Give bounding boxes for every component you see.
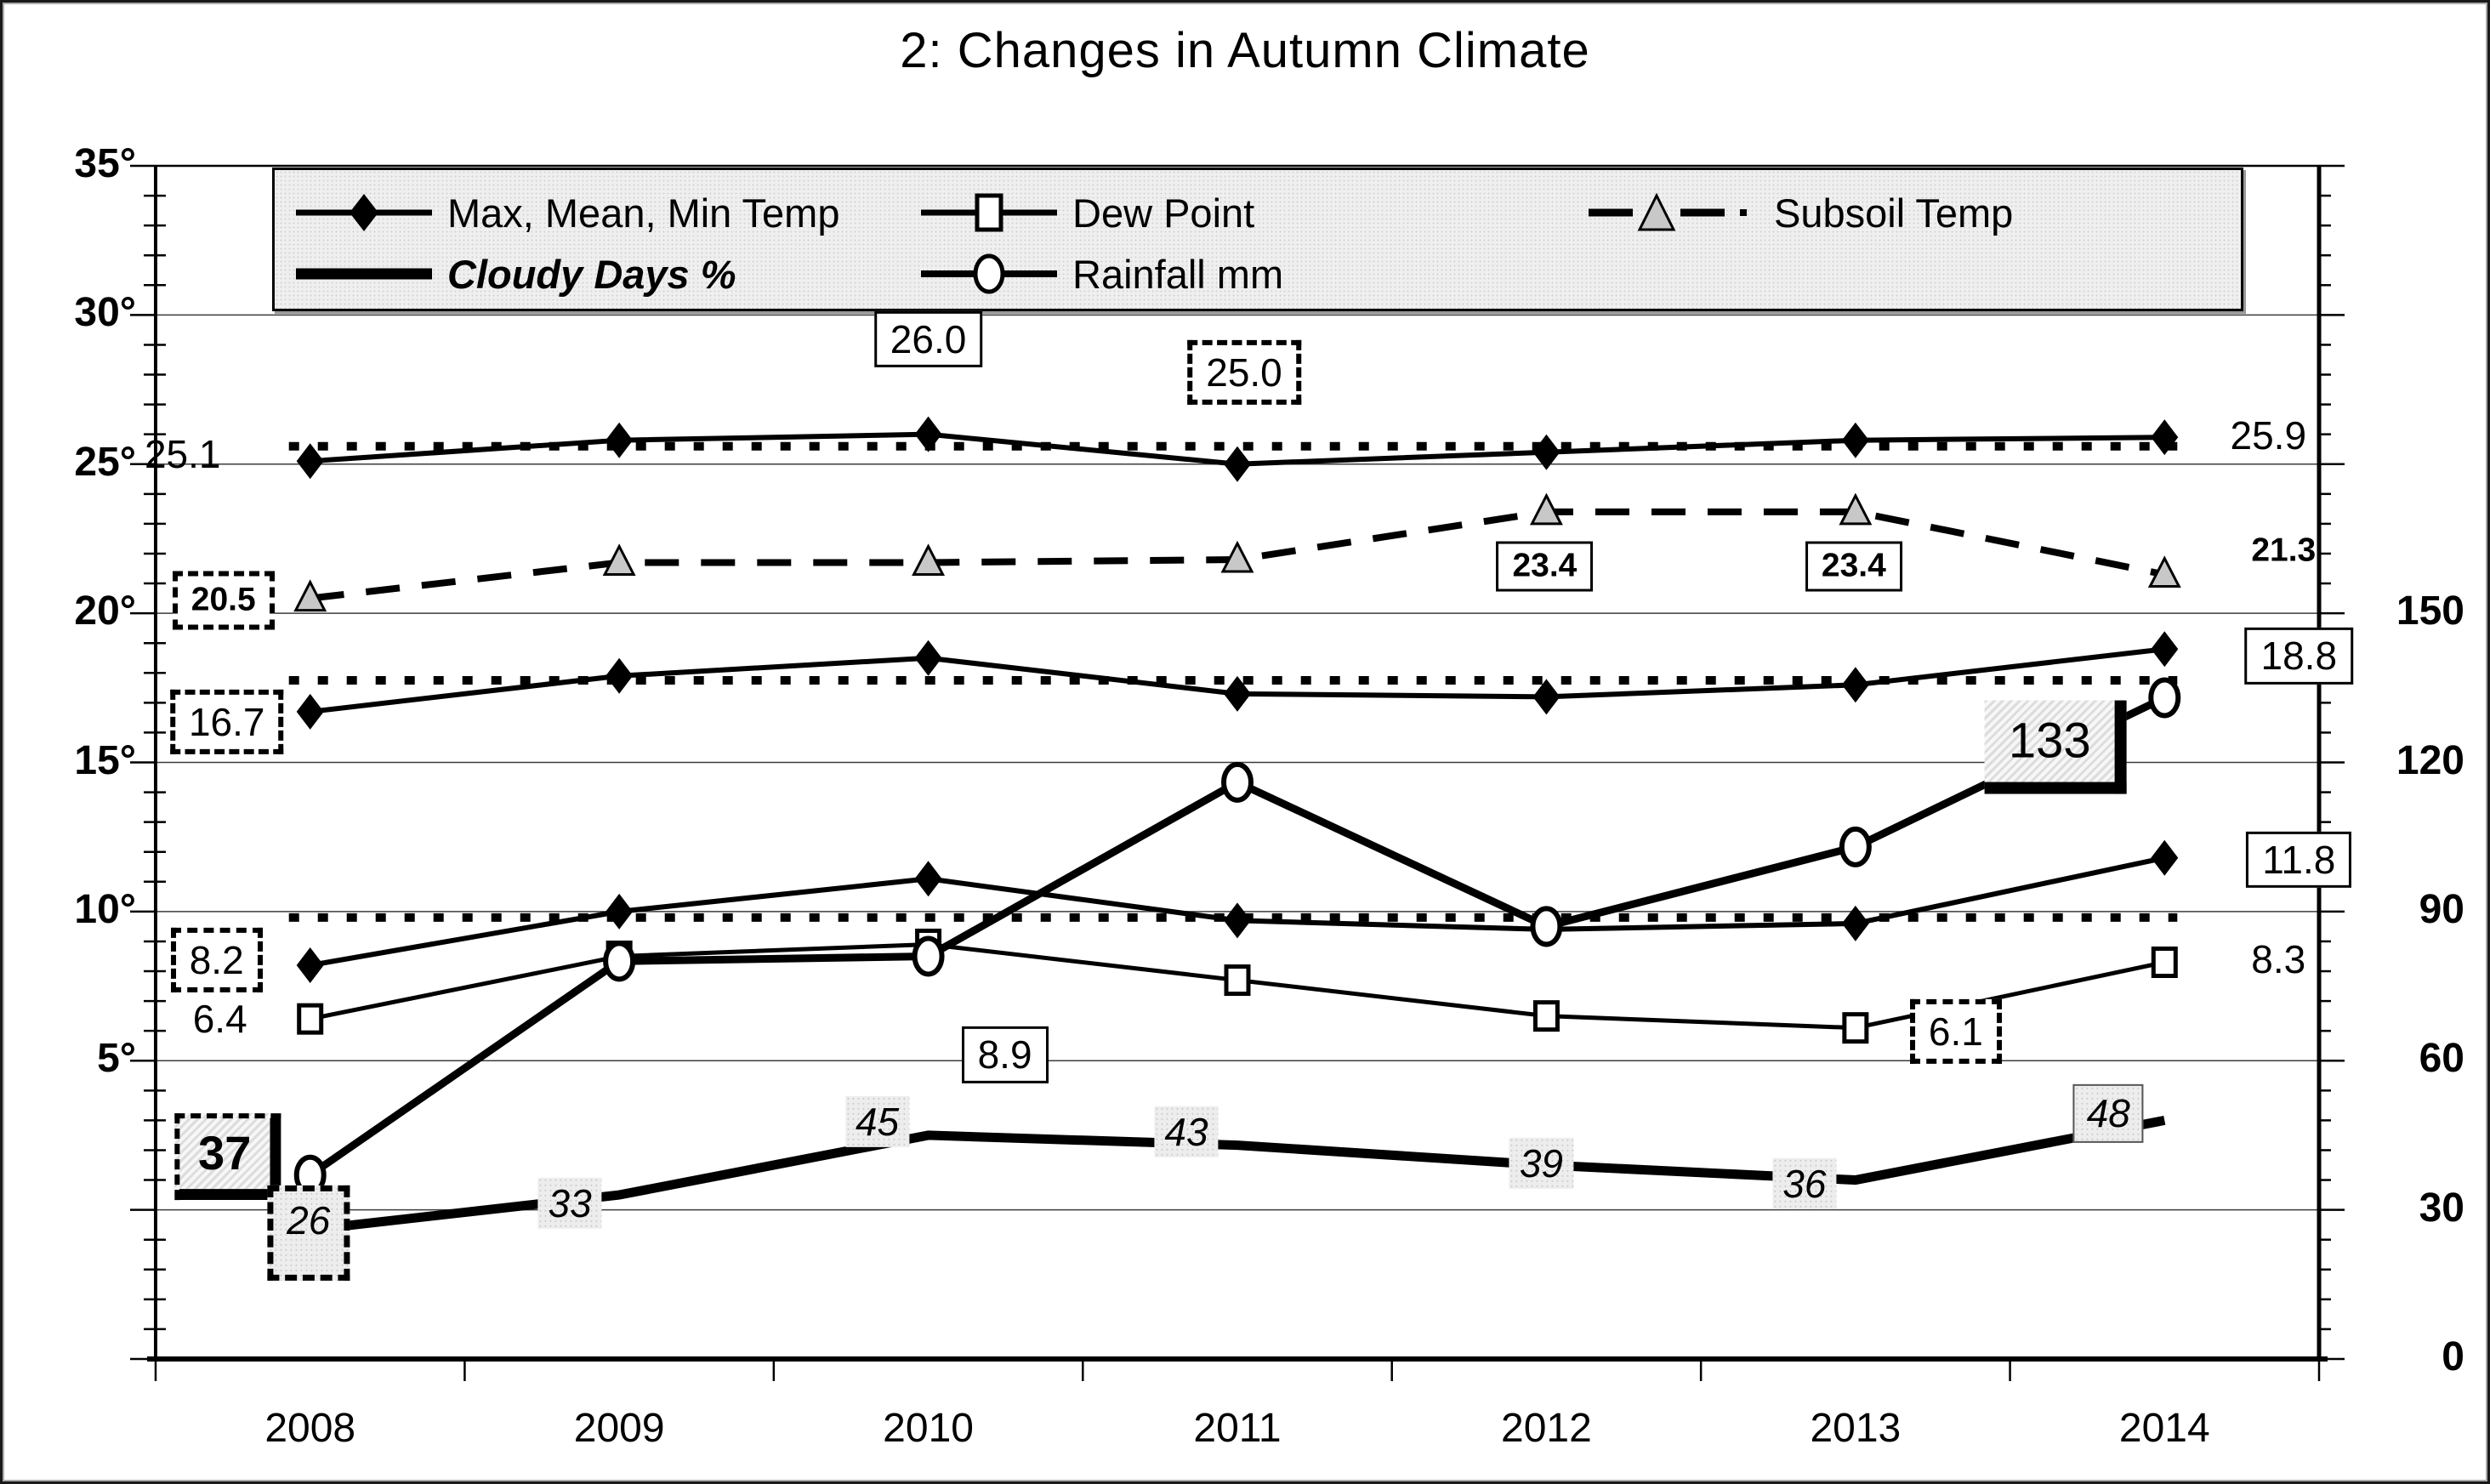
data-label-8-3-2014: 8.3 [2251, 936, 2306, 981]
data-label-11-8-2014: 11.8 [2246, 831, 2352, 888]
legend-label-temp: Max, Mean, Min Temp [447, 190, 840, 236]
legend-label-rain: Rainfall mm [1072, 251, 1284, 297]
data-label-33-2009: 33 [537, 1177, 602, 1230]
right-axis-tick-label: 30 [2419, 1185, 2464, 1231]
x-axis-tick-label: 2014 [2118, 1406, 2210, 1451]
chart-title: 2: Changes in Autumn Climate [900, 23, 1590, 78]
data-label-18-8-2014: 18.8 [2244, 628, 2354, 685]
data-label-48-2014: 48 [2072, 1084, 2144, 1143]
x-axis-tick-label: 2010 [883, 1406, 974, 1451]
right-axis-tick-label: 120 [2396, 737, 2464, 783]
x-axis-tick-label: 2008 [264, 1406, 356, 1451]
x-axis-tick-label: 2013 [1810, 1406, 1902, 1451]
circle-marker-icon [921, 253, 1057, 294]
markers-subsoil-temp [293, 492, 2181, 612]
data-label-6-1-2013: 6.1 [1909, 998, 2002, 1064]
markers-max-temp [296, 416, 2179, 482]
left-axis-tick-label: 15° [74, 737, 136, 783]
legend-label-subsoil: Subsoil Temp [1774, 190, 2014, 236]
legend-item-temp: Max, Mean, Min Temp [296, 187, 839, 238]
series-cloudy-days [310, 1115, 2166, 1235]
left-axis-tick-label: 10° [74, 886, 136, 932]
legend-item-rain: Rainfall mm [921, 248, 1283, 299]
data-label-39-2012: 39 [1509, 1137, 1574, 1190]
markers-mean-temp [296, 631, 2179, 730]
data-label-23-4-2013: 23.4 [1805, 541, 1902, 592]
x-axis-tick-label: 2011 [1193, 1406, 1282, 1451]
triangle-marker-icon [1589, 192, 1747, 231]
data-label-43-2011: 43 [1154, 1106, 1219, 1157]
left-axis-tick-label: 35° [74, 141, 136, 186]
data-label-20-5-2008: 20.5 [172, 571, 275, 630]
legend-label-dew: Dew Point [1072, 190, 1255, 236]
data-label-25-9-2014: 25.9 [2230, 413, 2307, 458]
right-axis-tick-label: 150 [2396, 588, 2464, 634]
data-label-21-3-2014: 21.3 [2251, 532, 2317, 569]
thick-line-icon [296, 268, 432, 280]
data-label-45-2010: 45 [844, 1095, 910, 1148]
data-label-25-0-2011: 25.0 [1187, 339, 1301, 405]
data-label-8-2-2008: 8.2 [170, 927, 263, 993]
left-axis-tick-label: 5° [97, 1036, 136, 1082]
legend: Max, Mean, Min Temp Dew Point Subsoil Te… [272, 168, 2243, 311]
data-label-37-2008: 37 [174, 1112, 281, 1200]
data-label-133-2014: 133 [1984, 700, 2127, 794]
data-label-25-1-2008: 25.1 [144, 432, 221, 477]
data-label-23-4-2012: 23.4 [1496, 541, 1594, 592]
x-axis-tick-label: 2012 [1501, 1406, 1592, 1451]
data-label-16-7-2008: 16.7 [169, 689, 284, 755]
markers-rainfall-mm [293, 677, 2181, 1196]
right-axis-tick-label: 90 [2419, 886, 2464, 932]
data-label-26-2008: 26 [267, 1185, 350, 1282]
legend-item-dew: Dew Point [921, 187, 1254, 238]
square-marker-icon [921, 193, 1057, 232]
data-label-6-4-2008: 6.4 [192, 996, 247, 1041]
x-axis-tick-label: 2009 [573, 1406, 665, 1451]
legend-label-cloudy: Cloudy Days % [447, 251, 736, 297]
data-label-36-2013: 36 [1772, 1157, 1837, 1209]
legend-item-cloudy: Cloudy Days % [296, 248, 736, 299]
right-axis-tick-label: 0 [2442, 1334, 2464, 1379]
legend-item-subsoil: Subsoil Temp [1589, 187, 2013, 238]
data-label-26-0-2010: 26.0 [873, 310, 983, 367]
diamond-marker-icon [296, 194, 432, 231]
left-axis-tick-label: 20° [74, 588, 136, 634]
left-axis-tick-label: 30° [74, 290, 136, 336]
right-axis-tick-label: 60 [2419, 1036, 2464, 1082]
left-axis-tick-label: 25° [74, 439, 136, 485]
data-label-8-9-2010: 8.9 [961, 1026, 1049, 1083]
